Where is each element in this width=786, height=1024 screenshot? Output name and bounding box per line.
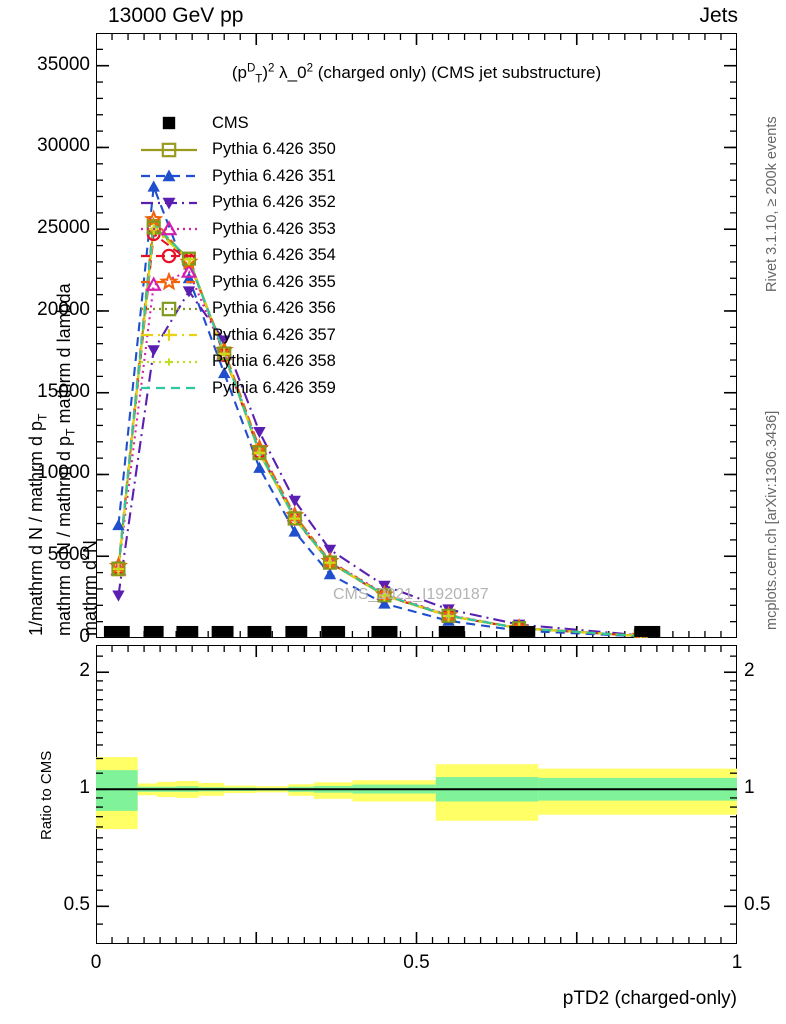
legend-label: Pythia 6.426 350	[212, 140, 336, 159]
y-axis-title-outer: 1/mathrm d N / mathrm d pT	[26, 413, 50, 636]
ratio-y-axis-label: Ratio to CMS	[38, 750, 55, 840]
y-tick-label: 25000	[37, 217, 90, 239]
x-tick-label: 0.5	[403, 952, 430, 973]
plot-title-rest: (charged only) (CMS jet substructure)	[313, 62, 602, 82]
legend-item[interactable]: Pythia 6.426 350	[140, 137, 336, 164]
ratio-tick-label-right: 2	[744, 660, 755, 682]
legend-label: Pythia 6.426 358	[212, 352, 336, 371]
legend-item[interactable]: Pythia 6.426 355	[140, 269, 336, 296]
y-tick-label: 20000	[37, 298, 90, 320]
collision-energy-label: 13000 GeV pp	[108, 4, 244, 27]
y-axis-title-inner: mathrm d N / mathrm d pT mathrm d lambda	[54, 283, 78, 636]
y-tick-label: 10000	[37, 462, 90, 484]
legend-label: Pythia 6.426 355	[212, 272, 336, 291]
legend-item[interactable]: Pythia 6.426 359	[140, 375, 336, 402]
ratio-tick-label-left: 1	[79, 777, 90, 799]
legend-item[interactable]: Pythia 6.426 353	[140, 216, 336, 243]
analysis-category-label: Jets	[699, 4, 738, 27]
legend-key-none-icon	[140, 375, 198, 401]
ptd-subscript: T	[255, 73, 263, 86]
legend-item[interactable]: Pythia 6.426 356	[140, 296, 336, 323]
legend-key-triangle-up-open-icon	[140, 216, 198, 242]
legend-key-star-open-icon	[140, 269, 198, 295]
x-tick-label: 1	[731, 952, 743, 973]
legend-key-plus-small-icon	[140, 349, 198, 375]
x-tick-label: 0	[90, 952, 102, 973]
legend-label: Pythia 6.426 356	[212, 299, 336, 318]
legend-item[interactable]: Pythia 6.426 354	[140, 243, 336, 270]
y-tick-label: 5000	[47, 544, 90, 566]
legend-key-triangle-up-filled-icon	[140, 163, 198, 189]
lambda-power: 2	[306, 62, 314, 74]
legend-label: Pythia 6.426 357	[212, 325, 336, 344]
analysis-id-watermark: CMS_2021_I1920187	[333, 586, 489, 603]
ratio-tick-label-right: 1	[744, 777, 755, 799]
legend-key-square-filled-icon	[140, 110, 198, 136]
legend-key-plus-icon	[140, 322, 198, 348]
mcplots-reference-note: mcplots.cern.ch [arXiv:1306.3436]	[764, 410, 780, 630]
lambda-term: λ_0	[274, 62, 307, 82]
y-tick-label: 0	[79, 626, 90, 647]
main-plot-canvas	[96, 33, 737, 638]
legend-label: Pythia 6.426 351	[212, 166, 336, 185]
legend-label: CMS	[212, 113, 249, 132]
legend-item[interactable]: CMS	[140, 110, 336, 137]
legend-key-square-open-icon	[140, 137, 198, 163]
legend-item[interactable]: Pythia 6.426 358	[140, 349, 336, 376]
ratio-plot-canvas	[96, 645, 737, 944]
legend-item[interactable]: Pythia 6.426 352	[140, 190, 336, 217]
y-axis-title-num-a: mathrm d	[80, 559, 100, 636]
main-plot-panel	[96, 33, 737, 638]
ratio-tick-label-left: 2	[79, 660, 90, 682]
ratio-tick-label-right: 0.5	[744, 894, 771, 916]
legend-item[interactable]: Pythia 6.426 357	[140, 322, 336, 349]
y-axis-title-outer-a: 1/mathrm d N / mathrm d p	[26, 420, 46, 636]
legend-key-triangle-down-filled-icon	[140, 190, 198, 216]
legend-key-square-open-icon	[140, 296, 198, 322]
legend-label: Pythia 6.426 354	[212, 246, 336, 265]
ptd-superscript: D	[246, 62, 256, 74]
legend-label: Pythia 6.426 352	[212, 193, 336, 212]
legend: CMS Pythia 6.426 350 Pythia 6.426 351 Pythi…	[140, 110, 336, 402]
y-axis-title-outer-sub: T	[35, 413, 50, 421]
x-axis-title: pTD2 (charged-only)	[562, 988, 737, 1009]
plot-title-text: (pDT)2 λ_02 (charged only) (CMS jet subs…	[231, 62, 602, 86]
plot-title: (pDT)2 λ_02 (charged only) (CMS jet subs…	[96, 62, 737, 85]
y-tick-label: 35000	[37, 53, 90, 75]
legend-key-circle-open-icon	[140, 243, 198, 269]
legend-label: Pythia 6.426 359	[212, 378, 336, 397]
y-axis-title-inner-sub: T	[63, 428, 78, 436]
ptd-power: 2	[268, 62, 275, 74]
legend-item[interactable]: Pythia 6.426 351	[140, 163, 336, 190]
rivet-version-note: Rivet 3.1.10, ≥ 200k events	[764, 116, 780, 292]
y-tick-label: 30000	[37, 135, 90, 157]
y-tick-label: 15000	[37, 380, 90, 402]
ratio-tick-label-left: 0.5	[63, 894, 90, 916]
legend-label: Pythia 6.426 353	[212, 219, 336, 238]
